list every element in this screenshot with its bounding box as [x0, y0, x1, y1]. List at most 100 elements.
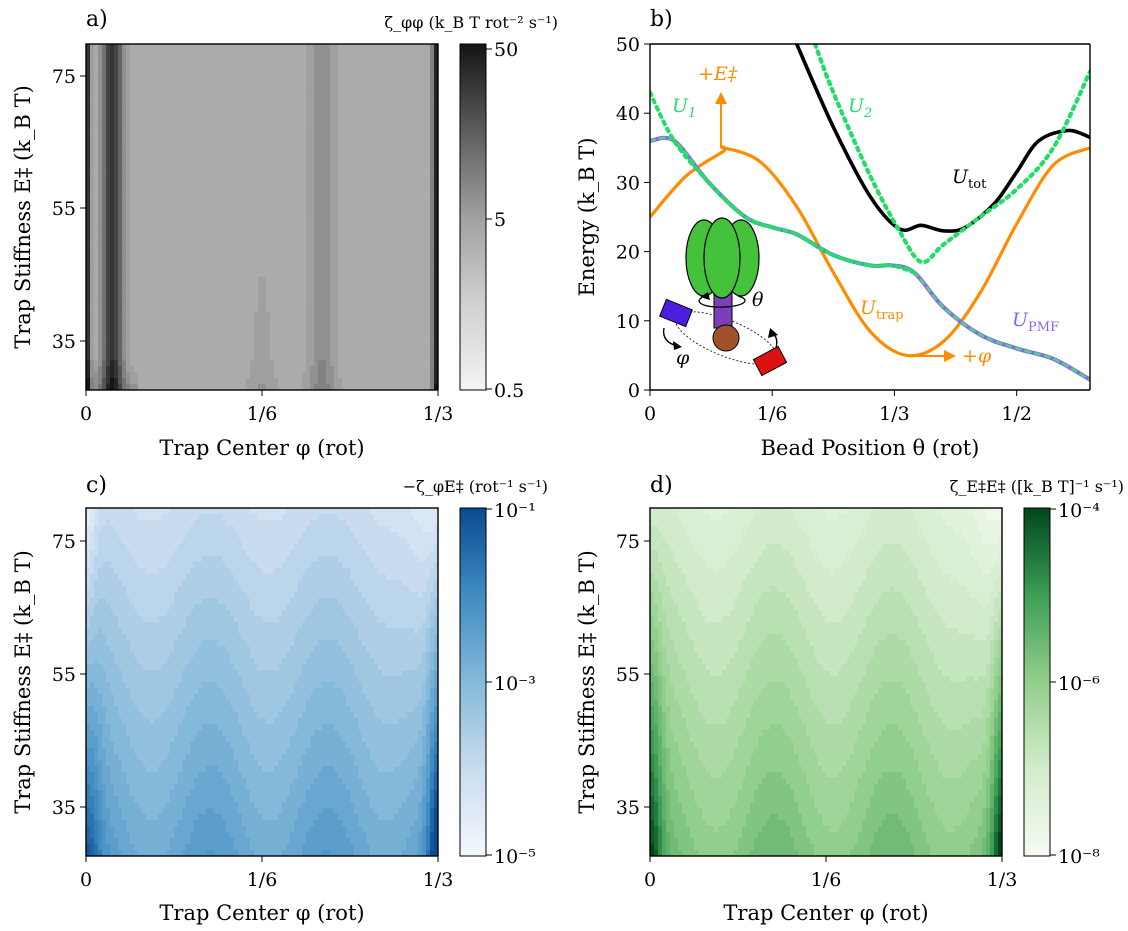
panel-a-heatmap-cell: [86, 175, 91, 182]
panel-a-heatmap-cell: [146, 330, 151, 337]
panel-a-heatmap-cell: [210, 282, 215, 290]
panel-a-heatmap-cell: [306, 372, 311, 379]
panel-a-heatmap-cell: [242, 187, 247, 194]
panel-a-heatmap-cell: [286, 306, 291, 314]
panel-a-heatmap-cell: [254, 67, 259, 75]
panel-a-heatmap-cell: [218, 91, 223, 99]
panel-a-heatmap-cell: [142, 336, 147, 343]
panel-a-heatmap-cell: [406, 169, 411, 176]
panel-a-heatmap-cell: [286, 360, 291, 367]
panel-a-heatmap-cell: [254, 187, 259, 194]
panel-a-heatmap-cell: [206, 157, 211, 164]
panel-a-heatmap-cell: [318, 127, 323, 135]
panel-a-heatmap-cell: [214, 372, 219, 379]
panel-a-heatmap-cell: [146, 49, 151, 57]
panel-a-heatmap-cell: [162, 336, 167, 343]
panel-a-heatmap-cell: [226, 342, 231, 349]
panel-a-heatmap-cell: [278, 49, 283, 57]
panel-a-heatmap-cell: [298, 187, 303, 194]
panel-a-heatmap-cell: [130, 44, 135, 51]
panel-a-heatmap-cell: [342, 354, 347, 361]
panel-a-heatmap-cell: [390, 121, 395, 129]
panel-a-heatmap-cell: [358, 44, 363, 51]
panel-a-heatmap-cell: [170, 324, 175, 331]
panel-a-heatmap-cell: [162, 360, 167, 367]
panel-a-heatmap-cell: [334, 354, 339, 361]
panel-a-heatmap-cell: [198, 276, 203, 284]
panel-a-heatmap-cell: [262, 258, 267, 266]
panel-a-heatmap-cell: [102, 61, 107, 69]
panel-a-heatmap-cell: [190, 127, 195, 135]
panel-a-heatmap-cell: [246, 342, 251, 349]
panel-a-heatmap-cell: [154, 222, 159, 230]
panel-a-heatmap-cell: [414, 318, 419, 325]
panel-a-heatmap-cell: [210, 222, 215, 230]
panel-a-heatmap-cell: [198, 103, 203, 111]
panel-a-heatmap-cell: [398, 348, 403, 355]
panel-a-heatmap-cell: [206, 139, 211, 147]
panel-a-heatmap-cell: [130, 157, 135, 164]
panel-a-heatmap-cell: [418, 372, 423, 379]
panel-a-heatmap-cell: [406, 211, 411, 218]
panel-a-heatmap-cell: [274, 211, 279, 218]
panel-a-heatmap-cell: [358, 121, 363, 129]
panel-a-heatmap-cell: [102, 133, 107, 141]
panel-a-heatmap-cell: [394, 85, 399, 93]
panel-a-heatmap-cell: [302, 139, 307, 147]
panel-a-heatmap-cell: [214, 97, 219, 105]
panel-a-heatmap-cell: [270, 312, 275, 320]
panel-a-heatmap-cell: [110, 300, 115, 308]
panel-a-heatmap-cell: [114, 79, 119, 87]
panel-a-heatmap-cell: [278, 228, 283, 236]
panel-a-heatmap-cell: [338, 318, 343, 325]
panel-a-heatmap-cell: [174, 103, 179, 111]
panel-a-heatmap-cell: [414, 199, 419, 206]
panel-a-heatmap-cell: [206, 372, 211, 379]
panel-a-heatmap-cell: [86, 282, 91, 290]
panel-a-heatmap-cell: [126, 270, 131, 278]
panel-a-heatmap-cell: [390, 169, 395, 176]
panel-a-heatmap-cell: [198, 378, 203, 385]
panel-a-heatmap-cell: [94, 336, 99, 343]
panel-a-heatmap-cell: [434, 79, 438, 87]
panel-a-heatmap-cell: [210, 151, 215, 158]
panel-a-heatmap-cell: [430, 217, 435, 224]
panel-a-heatmap-cell: [90, 282, 95, 290]
panel-a-heatmap-cell: [382, 312, 387, 320]
panel-a-heatmap-cell: [102, 55, 107, 63]
panel-a-heatmap-cell: [354, 187, 359, 194]
panel-a-heatmap-cell: [238, 264, 243, 272]
panel-a-heatmap-cell: [210, 211, 215, 218]
panel-a-heatmap-cell: [126, 91, 131, 99]
panel-a-heatmap-cell: [394, 61, 399, 69]
panel-a-heatmap-cell: [338, 151, 343, 158]
panel-a-heatmap-cell: [410, 294, 415, 302]
panel-a-heatmap-cell: [102, 73, 107, 81]
panel-a-heatmap-cell: [126, 228, 131, 236]
panel-a-heatmap-cell: [90, 109, 95, 117]
panel-a-heatmap-cell: [154, 61, 159, 69]
panel-a-heatmap-cell: [118, 175, 123, 182]
panel-a-heatmap-cell: [90, 115, 95, 123]
panel-a-heatmap-cell: [310, 330, 315, 337]
panel-a-heatmap-cell: [266, 264, 271, 272]
panel-a-heatmap-cell: [122, 67, 127, 75]
panel-a-heatmap-cell: [310, 205, 315, 212]
panel-a-heatmap-cell: [106, 378, 111, 385]
panel-a-heatmap-cell: [306, 294, 311, 302]
panel-a-heatmap-cell: [194, 354, 199, 361]
panel-a-heatmap-cell: [426, 175, 431, 182]
panel-a-heatmap-cell: [322, 73, 327, 81]
panel-a-heatmap-cell: [370, 330, 375, 337]
panel-a-heatmap-cell: [306, 55, 311, 63]
panel-a-heatmap-cell: [342, 139, 347, 147]
panel-a-heatmap-cell: [422, 330, 427, 337]
panel-a-heatmap-cell: [434, 193, 438, 200]
panel-a-heatmap-cell: [430, 199, 435, 206]
panel-a-heatmap-cell: [230, 187, 235, 194]
panel-a-heatmap-cell: [258, 44, 263, 51]
panel-a-heatmap-cell: [366, 44, 371, 51]
panel-a-heatmap-cell: [426, 109, 431, 117]
panel-a-heatmap-cell: [170, 91, 175, 99]
panel-a-heatmap-cell: [186, 282, 191, 290]
